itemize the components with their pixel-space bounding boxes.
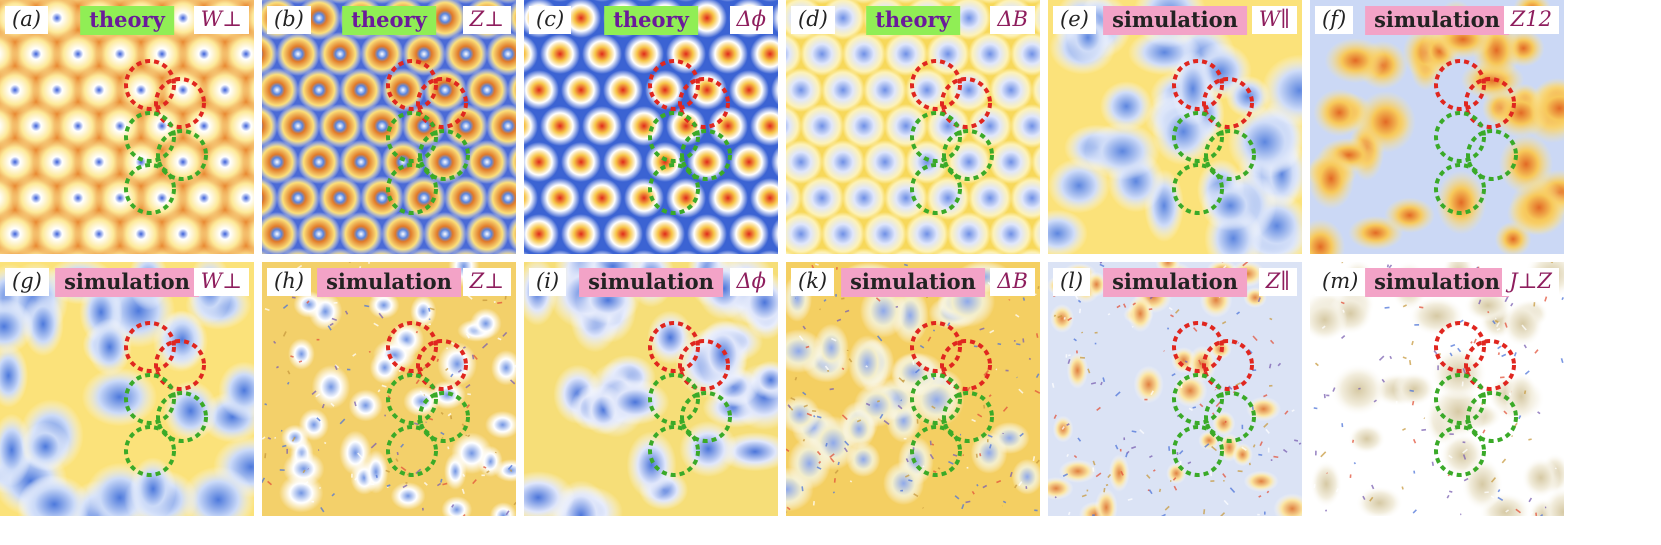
panel-h: (h) simulation Z⊥: [262, 262, 516, 516]
theory-tag: theory: [604, 6, 698, 36]
panel-label: (e): [1053, 6, 1096, 35]
field-map-b: [262, 0, 516, 254]
panel-label: (a): [5, 6, 48, 35]
panel-label: (b): [267, 6, 311, 35]
simulation-tag: simulation: [841, 268, 985, 298]
field-map-l: [1048, 262, 1302, 516]
quantity-label: W⊥: [193, 6, 249, 35]
field-map-i: [524, 262, 778, 516]
panel-e: (e) simulation W∥: [1048, 0, 1302, 254]
field-map-h: [262, 262, 516, 516]
panel-d: (d) theory ΔB: [786, 0, 1040, 254]
simulation-tag: simulation: [1365, 6, 1509, 36]
panel-b: (b) theory Z⊥: [262, 0, 516, 254]
field-map-e: [1048, 0, 1302, 254]
quantity-label: Δϕ: [729, 268, 773, 297]
field-map-k: [786, 262, 1040, 516]
panel-m: (m) simulation J⊥Z: [1310, 262, 1564, 516]
panel-label: (l): [1053, 268, 1091, 297]
panel-label: (c): [529, 6, 572, 35]
quantity-label: Δϕ: [729, 6, 773, 35]
field-map-c: [524, 0, 778, 254]
field-map-g: [0, 262, 254, 516]
panel-a: (a) theory W⊥: [0, 0, 254, 254]
quantity-label: ΔB: [990, 268, 1035, 297]
simulation-tag: simulation: [317, 268, 461, 298]
theory-tag: theory: [342, 6, 436, 36]
theory-tag: theory: [80, 6, 174, 36]
simulation-tag: simulation: [55, 268, 199, 298]
panel-f: (f) simulation Z12: [1310, 0, 1564, 254]
simulation-tag: simulation: [1103, 6, 1247, 36]
panel-label: (k): [791, 268, 835, 297]
simulation-tag: simulation: [579, 268, 723, 298]
field-map-d: [786, 0, 1040, 254]
field-map-m: [1310, 262, 1564, 516]
panel-label: (f): [1315, 6, 1354, 35]
panel-label: (d): [791, 6, 835, 35]
quantity-label: W∥: [1251, 6, 1297, 35]
quantity-label: J⊥Z: [1502, 268, 1559, 297]
quantity-label: Z⊥: [462, 268, 511, 297]
quantity-label: ΔB: [990, 6, 1035, 35]
panel-label: (i): [529, 268, 567, 297]
panel-c: (c) theory Δϕ: [524, 0, 778, 254]
quantity-label: W⊥: [193, 268, 249, 297]
quantity-label: Z∥: [1258, 268, 1297, 297]
field-map-f: [1310, 0, 1564, 254]
panel-label: (g): [5, 268, 49, 297]
theory-tag: theory: [866, 6, 960, 36]
panel-label: (h): [267, 268, 311, 297]
quantity-label: Z12: [1503, 6, 1559, 35]
field-map-a: [0, 0, 254, 254]
panel-l: (l) simulation Z∥: [1048, 262, 1302, 516]
panel-k: (k) simulation ΔB: [786, 262, 1040, 516]
simulation-tag: simulation: [1103, 268, 1247, 298]
panel-label: (m): [1315, 268, 1366, 297]
panel-g: (g) simulation W⊥: [0, 262, 254, 516]
quantity-label: Z⊥: [462, 6, 511, 35]
panel-i: (i) simulation Δϕ: [524, 262, 778, 516]
simulation-tag: simulation: [1365, 268, 1509, 298]
